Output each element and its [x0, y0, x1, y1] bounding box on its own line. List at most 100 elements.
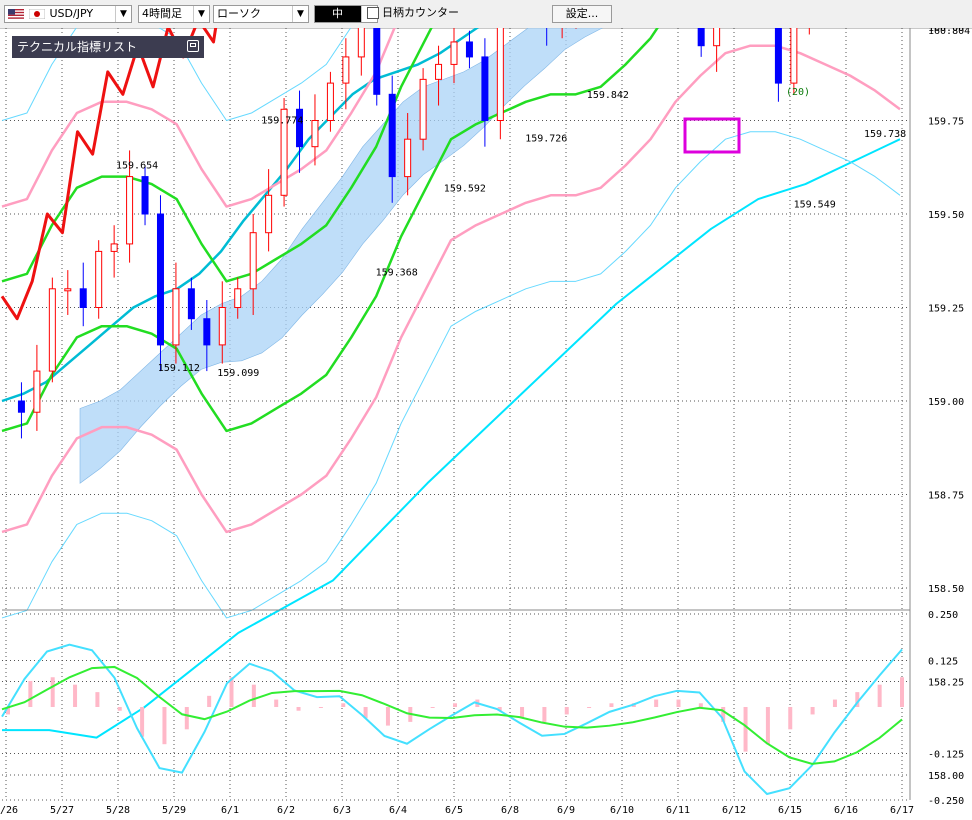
- x-tick-label: 6/3: [333, 805, 351, 816]
- candle-body: [17, 400, 25, 413]
- y-tick-label: 158.75: [928, 491, 964, 502]
- price-annotation: 159.774: [261, 116, 303, 127]
- x-tick-label: 6/17: [890, 805, 914, 816]
- candle-body: [172, 288, 180, 346]
- candle-body: [496, 28, 504, 122]
- candle-body: [419, 78, 427, 140]
- macd-histogram-bar: [207, 695, 212, 707]
- candles: [17, 28, 810, 439]
- price-annotation: 159.842: [587, 90, 629, 101]
- y-tick-label: 160.00: [928, 28, 964, 34]
- x-tick-label: 6/11: [666, 805, 690, 816]
- macd-histogram-bar: [140, 707, 145, 737]
- chart-style-value: ローソク: [217, 7, 261, 20]
- x-tick-label: 6/15: [778, 805, 802, 816]
- y-tick-label: 159.00: [928, 397, 964, 408]
- macd-histogram-bar: [162, 707, 167, 745]
- macd-histogram-bar: [341, 703, 346, 707]
- candle-body: [218, 307, 226, 346]
- macd-histogram-bar: [363, 707, 368, 719]
- counter-label: 日柄カウンター: [382, 6, 459, 19]
- macd-tick-label: 0.250: [928, 610, 958, 621]
- timeframe-select[interactable]: 4時間足 ▼: [138, 5, 210, 23]
- chevron-down-icon[interactable]: ▼: [193, 6, 209, 22]
- price-labels: 159.654159.774159.112159.099159.368160.0…: [116, 90, 906, 379]
- chevron-down-icon[interactable]: ▼: [292, 6, 308, 22]
- chevron-down-icon[interactable]: ▼: [115, 6, 131, 22]
- x-tick-label: 6/8: [501, 805, 519, 816]
- symbol-select[interactable]: USD/JPY ▼: [4, 5, 132, 23]
- macd-histogram-bar: [117, 707, 122, 711]
- price-annotation: 159.592: [444, 184, 486, 195]
- macd-histogram-bar: [900, 677, 904, 707]
- candle-body: [95, 250, 103, 308]
- macd-histogram-bar: [497, 707, 502, 711]
- candle-body: [311, 120, 319, 148]
- candle-body: [713, 28, 721, 47]
- cloud-area: [79, 28, 603, 484]
- chart-style-select[interactable]: ローソク ▼: [213, 5, 309, 23]
- macd-histogram-bar: [274, 699, 279, 707]
- macd-tick-label: -0.250: [928, 796, 964, 807]
- macd-histogram-bar: [385, 707, 390, 726]
- macd-histogram-bar: [855, 692, 860, 707]
- macd-histogram-bar: [73, 684, 78, 707]
- bb-lower-1sigma: [1, 28, 659, 433]
- macd-histogram-bar: [318, 707, 323, 708]
- x-tick-label: 6/10: [610, 805, 634, 816]
- x-tick-label: 6/16: [834, 805, 858, 816]
- grid: [2, 28, 910, 801]
- price-annotation: 159.654: [116, 160, 158, 171]
- candle-body: [357, 28, 365, 58]
- macd-histogram-bar: [50, 677, 55, 707]
- toolbar: USD/JPY ▼ 4時間足 ▼ ローソク ▼ 中 ▼ 日柄カウンター 設定..…: [0, 0, 972, 29]
- y-tick-label: 158.25: [928, 678, 964, 689]
- y-top-label: 160.804: [928, 28, 970, 37]
- japan-flag-icon: [29, 9, 45, 19]
- symbol-value: USD/JPY: [49, 7, 94, 20]
- candle-body: [249, 232, 257, 290]
- ichimoku-cloud: [79, 28, 603, 484]
- candle-body: [435, 63, 443, 80]
- restore-icon[interactable]: [187, 40, 199, 52]
- price-annotation: 159.368: [376, 267, 418, 278]
- macd-histogram-bar: [587, 707, 592, 708]
- candle-body: [790, 28, 798, 84]
- bb-lower-3sigma: [1, 131, 901, 619]
- axes: 5/26 5/27 5/28 5/29 6/1 6/2 6/3 6/4 6/5 6/8 6/9 6/1…: [0, 28, 970, 816]
- candle-body: [481, 56, 489, 121]
- x-tick-label: 6/1: [221, 805, 239, 816]
- x-tick-label: 6/5: [445, 805, 463, 816]
- overlays: (20): [683, 87, 810, 154]
- y-tick-label: 159.50: [928, 210, 964, 221]
- candle-body: [342, 56, 350, 84]
- settings-button[interactable]: 設定...: [552, 5, 612, 23]
- y-tick-label: 159.25: [928, 304, 964, 315]
- macd-histogram-bar: [654, 699, 659, 707]
- candle-body: [110, 243, 118, 252]
- bb-lower-2sigma: [1, 44, 901, 534]
- candle-body: [187, 288, 195, 320]
- candle-body: [48, 288, 56, 372]
- macd-histogram-bar: [877, 684, 882, 707]
- macd-histogram-bar: [743, 707, 748, 752]
- x-tick-label: 5/27: [50, 805, 74, 816]
- y-tick-label: 159.75: [928, 117, 964, 128]
- price-annotation: 159.112: [158, 363, 200, 374]
- candle-body: [296, 108, 304, 148]
- macd-histogram-bar: [453, 703, 457, 707]
- x-tick-label: 5/26: [0, 805, 18, 816]
- candle-body: [33, 370, 41, 413]
- x-tick-label: 5/28: [106, 805, 130, 816]
- candle-body: [326, 82, 334, 121]
- checkbox-icon[interactable]: [367, 7, 379, 19]
- candle-body: [141, 176, 149, 215]
- macd-histogram-bar: [296, 707, 301, 711]
- counter-toggle[interactable]: 日柄カウンター: [364, 5, 540, 23]
- macd-line: [1, 643, 903, 796]
- x-tick-label: 5/29: [162, 805, 186, 816]
- candle-body: [697, 28, 705, 47]
- x-tick-label: 6/4: [389, 805, 407, 816]
- indicator-list-panel[interactable]: テクニカル指標リスト: [12, 36, 204, 58]
- us-flag-icon: [8, 9, 24, 19]
